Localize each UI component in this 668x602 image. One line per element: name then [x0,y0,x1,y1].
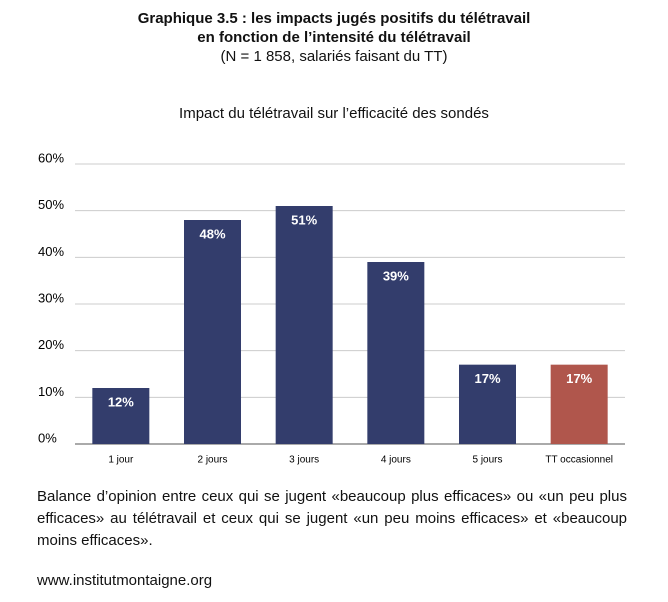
y-tick-label: 40% [38,244,64,259]
value-label: 48% [199,226,225,241]
y-tick-label: 20% [38,337,64,352]
chart-title: en fonction de l’intensité du télétravai… [197,29,471,46]
value-label: 12% [108,394,134,409]
value-label: 51% [291,212,317,227]
plot-title: Impact du télétravail sur l’efficacité d… [179,105,489,122]
x-tick-label: 4 jours [381,455,411,466]
x-tick-label: 5 jours [472,455,502,466]
bar [184,220,241,444]
y-tick-label: 30% [38,290,64,305]
bar [367,262,425,444]
x-tick-label: 3 jours [289,455,319,466]
value-label: 17% [566,371,592,386]
bar [550,364,608,444]
source: www.institutmontaigne.org [37,572,213,589]
x-tick-label: 1 jour [108,455,134,466]
value-label: 39% [383,268,409,283]
bar [459,364,516,444]
chart-subtitle: (N = 1 858, salariés faisant du TT) [220,48,448,65]
y-tick-label: 60% [38,150,64,165]
x-tick-label: TT occasionnel [545,455,613,466]
bar [275,206,333,444]
value-label: 17% [474,371,500,386]
y-tick-label: 10% [38,384,64,399]
bar [92,388,150,444]
note: Balance d’opinion entre ceux qui se juge… [37,488,627,549]
y-tick-label: 0% [38,430,57,445]
y-tick-label: 50% [38,197,64,212]
chart-title: Graphique 3.5 : les impacts jugés positi… [137,10,531,27]
x-tick-label: 2 jours [197,455,227,466]
